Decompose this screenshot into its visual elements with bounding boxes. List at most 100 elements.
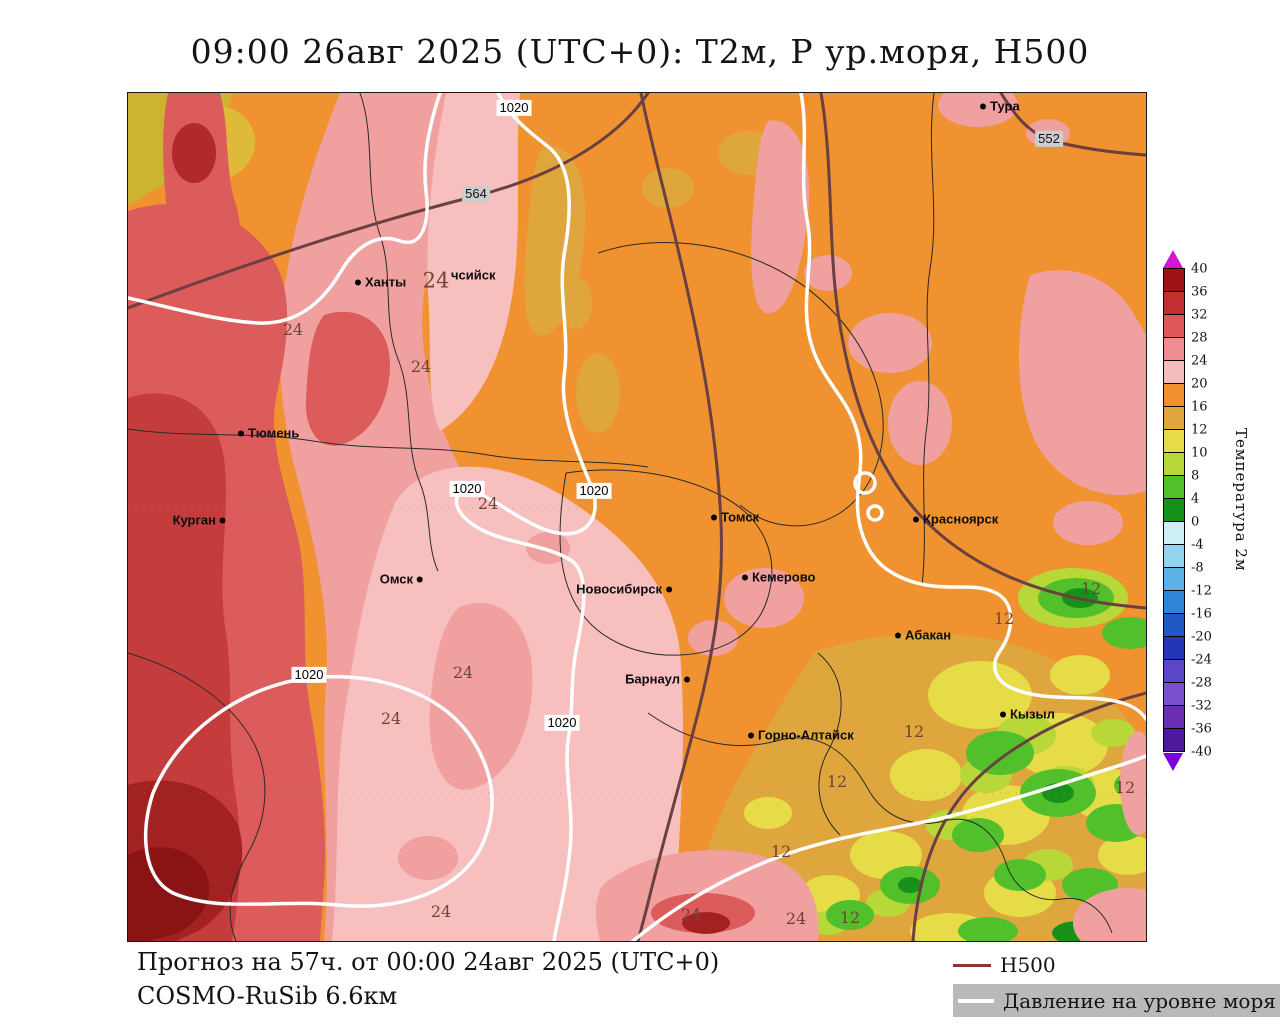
- city-marker: Барнаул: [625, 672, 690, 687]
- colorbar-tick-label: 8: [1191, 468, 1200, 484]
- city-label: Омск: [379, 571, 413, 587]
- isobar-label: 1020: [544, 714, 580, 732]
- isotherm-label: 24: [785, 909, 807, 929]
- isotherm-label: 24: [430, 902, 452, 922]
- city-label: Абакан: [905, 627, 952, 643]
- city-dot: [220, 517, 226, 523]
- isotherm-label: 24: [422, 268, 450, 293]
- city-dot: [684, 676, 690, 682]
- colorbar-segment: [1164, 545, 1184, 568]
- colorbar-segment: [1164, 361, 1184, 384]
- colorbar-segment: [1164, 614, 1184, 637]
- temperature-field-svg: [128, 93, 1146, 941]
- colorbar-tick-label: -32: [1191, 698, 1212, 714]
- h500-contours: [128, 93, 1146, 941]
- city-label: Новосибирск: [576, 581, 662, 597]
- colorbar-tick-label: -8: [1191, 560, 1204, 576]
- colorbar-segment: [1164, 683, 1184, 706]
- isotherm-label: 12: [1080, 579, 1102, 599]
- colorbar-tick-label: -12: [1191, 583, 1212, 599]
- city-marker: чсийск: [441, 268, 496, 283]
- isotherm-label: 12: [1114, 778, 1136, 798]
- colorbar-segment: [1164, 315, 1184, 338]
- city-label: Тюмень: [248, 425, 300, 441]
- colorbar-tick-label: -4: [1191, 537, 1204, 553]
- colorbar-segment: [1164, 637, 1184, 660]
- city-marker: Новосибирск: [576, 582, 672, 597]
- colorbar-tick-label: 12: [1191, 422, 1208, 438]
- city-marker: Горно-Алтайск: [748, 728, 854, 743]
- colorbar-segment: [1164, 499, 1184, 522]
- isotherm-label: 12: [993, 609, 1015, 629]
- isotherm-label: 24: [680, 905, 702, 925]
- h500-legend-item: H500: [953, 952, 1280, 978]
- colorbar-tick-label: 36: [1191, 284, 1208, 300]
- city-dot: [417, 576, 423, 582]
- h500-line-sample: [953, 963, 991, 967]
- isotherm-label: 12: [826, 772, 848, 792]
- forecast-info: Прогноз на 57ч. от 00:00 24авг 2025 (UTC…: [137, 948, 720, 976]
- isotherm-label: 12: [770, 842, 792, 862]
- isobar-label: 1020: [576, 482, 612, 500]
- h500-legend-label: H500: [1000, 953, 1056, 977]
- colorbar-tick-label: 0: [1191, 514, 1200, 530]
- colorbar-segment: [1164, 292, 1184, 315]
- city-label: чсийск: [451, 267, 496, 283]
- colorbar-tick-label: -16: [1191, 606, 1212, 622]
- colorbar-segment: [1164, 660, 1184, 683]
- city-dot: [666, 586, 672, 592]
- city-marker: Кемерово: [742, 570, 815, 585]
- pressure-legend-item: Давление на уровне моря: [953, 984, 1280, 1017]
- city-dot: [913, 516, 919, 522]
- colorbar-segment: [1164, 568, 1184, 591]
- isotherm-label: 12: [839, 908, 861, 928]
- city-marker: Тюмень: [238, 426, 299, 441]
- colorbar-tick-label: 40: [1191, 261, 1208, 277]
- colorbar-tick-label: -40: [1191, 744, 1212, 760]
- city-dot: [980, 103, 986, 109]
- city-label: Кызыл: [1010, 706, 1055, 722]
- city-marker: Кызыл: [1000, 707, 1055, 722]
- colorbar-segment: [1164, 430, 1184, 453]
- city-marker: Томск: [711, 510, 759, 525]
- colorbar-segment: [1164, 407, 1184, 430]
- city-label: Горно-Алтайск: [758, 727, 854, 743]
- colorbar-tick-label: 24: [1191, 353, 1208, 369]
- city-dot: [238, 430, 244, 436]
- isobar-label: 1020: [449, 480, 485, 498]
- colorbar-segment: [1164, 338, 1184, 361]
- city-dot: [748, 732, 754, 738]
- colorbar-tick-label: 32: [1191, 307, 1208, 323]
- colorbar-tick-label: -24: [1191, 652, 1212, 668]
- colorbar-tick-label: -20: [1191, 629, 1212, 645]
- city-marker: Абакан: [895, 628, 951, 643]
- map-label-layer: Тура Ханты чсийск Тюмень Курган Омск Томск Ново…: [128, 93, 1146, 941]
- isotherm-label: 24: [282, 320, 304, 340]
- city-label: Барнаул: [625, 671, 680, 687]
- colorbar-tick-label: -28: [1191, 675, 1212, 691]
- colorbar-segment: [1164, 453, 1184, 476]
- city-marker: Омск: [380, 572, 423, 587]
- colorbar-segment: [1164, 384, 1184, 407]
- city-dot: [1000, 711, 1006, 717]
- colorbar-segment: [1164, 269, 1184, 292]
- colorbar-tick-label: 16: [1191, 399, 1208, 415]
- city-label: Кемерово: [752, 569, 816, 585]
- city-marker: Курган: [173, 513, 226, 528]
- city-dot: [895, 632, 901, 638]
- isotherm-label: 24: [410, 357, 432, 377]
- colorbar-segment: [1164, 522, 1184, 545]
- city-marker: Тура: [980, 99, 1020, 114]
- city-label: Ханты: [365, 274, 407, 290]
- pressure-legend-label: Давление на уровне моря: [1003, 988, 1276, 1013]
- colorbar-tick-label: 4: [1191, 491, 1200, 507]
- city-dot: [355, 279, 361, 285]
- city-label: Курган: [172, 512, 216, 528]
- page-title: 09:00 26авг 2025 (UTC+0): Т2м, Р ур.моря…: [190, 32, 1090, 71]
- colorbar-tick-label: -36: [1191, 721, 1212, 737]
- city-label: Тура: [990, 98, 1020, 114]
- weather-map: Тура Ханты чсийск Тюмень Курган Омск Томск Ново…: [127, 92, 1147, 942]
- model-info: COSMO-RuSib 6.6км: [137, 982, 398, 1010]
- colorbar-title: Температура 2м: [1232, 428, 1250, 572]
- colorbar-tick-label: 20: [1191, 376, 1208, 392]
